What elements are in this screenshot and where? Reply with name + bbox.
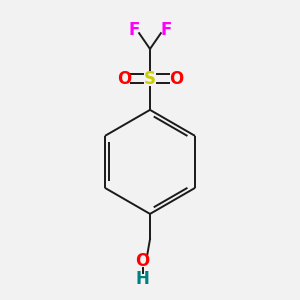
Text: F: F — [160, 21, 172, 39]
Text: O: O — [117, 70, 131, 88]
Text: S: S — [144, 70, 156, 88]
Text: O: O — [135, 253, 150, 271]
Text: F: F — [128, 21, 140, 39]
Text: O: O — [169, 70, 183, 88]
Text: H: H — [136, 270, 149, 288]
